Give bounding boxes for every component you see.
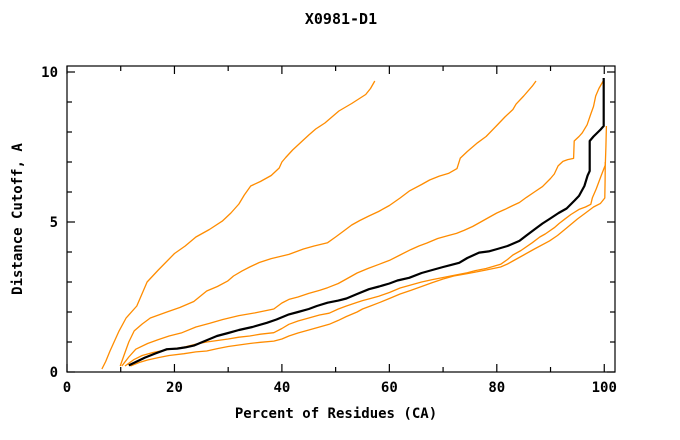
curve-orange-curve-2 [119, 80, 537, 367]
chart-title: X0981-D1 [305, 10, 377, 28]
plot-frame [66, 65, 616, 373]
y-tick-label-0: 0 [50, 365, 58, 381]
curve-orange-curve-4 [124, 125, 608, 367]
x-tick-label-20: 20 [166, 380, 183, 396]
x-tick-label-40: 40 [273, 380, 290, 396]
curve-orange-curve-3 [121, 80, 604, 367]
x-axis-label: Percent of Residues (CA) [235, 406, 437, 422]
curve-black-curve [128, 78, 605, 367]
curve-orange-curve-5 [130, 161, 606, 367]
y-tick-label-5: 5 [50, 215, 58, 231]
y-axis-label: Distance Cutoff, A [10, 143, 26, 295]
x-tick-label-80: 80 [488, 380, 505, 396]
x-tick-label-0: 0 [63, 380, 71, 396]
y-tick-label-10: 10 [41, 65, 58, 81]
curve-orange-curve-1 [101, 80, 376, 370]
x-tick-label-60: 60 [381, 380, 398, 396]
x-tick-label-100: 100 [592, 380, 617, 396]
